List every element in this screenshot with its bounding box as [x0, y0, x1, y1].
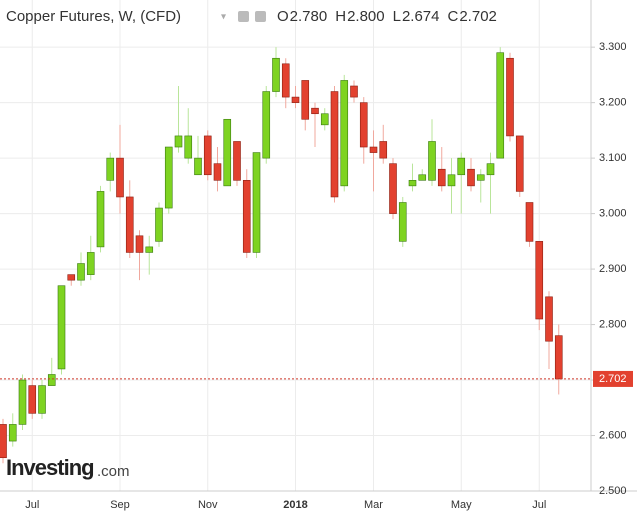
x-tick-label: Mar [364, 499, 383, 511]
candle-body [38, 385, 46, 414]
candle-body [252, 152, 261, 253]
x-tick-label: Sep [110, 499, 130, 511]
candle-body [164, 146, 173, 209]
candle-body [291, 96, 300, 103]
candle-body [77, 263, 85, 281]
candle-body [272, 57, 280, 92]
logo: Investing [6, 455, 94, 480]
candle-body [554, 335, 563, 380]
candle-body [106, 157, 115, 181]
ohlc-label: L [393, 8, 401, 25]
candle-body [86, 252, 95, 275]
candle-body [125, 196, 134, 253]
candle-body [389, 163, 397, 214]
candle-body [428, 141, 436, 181]
candle-body [369, 146, 378, 153]
candle-body [467, 168, 475, 187]
candle-body [0, 424, 7, 459]
header: Copper Futures, W, (CFD) ▾ [6, 8, 266, 25]
last-price-label: 2.702 [599, 373, 627, 385]
candle-body [398, 202, 407, 242]
candle-body [281, 63, 290, 98]
candle-body [506, 57, 514, 137]
candle-body [340, 80, 349, 187]
settings-icon[interactable] [255, 11, 266, 22]
candle-body [301, 80, 310, 120]
candle-body [457, 157, 466, 176]
candle-body [28, 385, 37, 414]
candle-body [213, 163, 222, 181]
candle-body [486, 163, 495, 176]
candle-body [57, 285, 66, 370]
y-tick-label: 2.800 [599, 318, 627, 330]
candle-body [155, 207, 163, 242]
ohlc-value: 2.780 [290, 8, 328, 25]
candle-body [330, 91, 339, 198]
candle-body [67, 274, 76, 281]
candle-body [203, 135, 212, 176]
y-tick-label: 2.900 [599, 263, 627, 275]
x-tick-label: May [451, 499, 472, 511]
candle-body [135, 235, 144, 253]
candle-body [242, 180, 251, 253]
candle-body [359, 102, 368, 148]
settings-icon[interactable] [238, 11, 249, 22]
ohlc-value: 2.674 [402, 8, 440, 25]
ohlc-label: O [277, 8, 289, 25]
candle-body [184, 135, 193, 159]
candle-body [515, 135, 524, 192]
candle-body [47, 374, 56, 386]
candle-body [545, 296, 553, 342]
candle-body [496, 52, 505, 159]
candle-body [311, 107, 319, 115]
x-tick-label: 2018 [283, 499, 307, 511]
y-tick-label: 2.500 [599, 485, 627, 497]
dropdown-icon: ▾ [221, 12, 226, 23]
candle-body [525, 202, 534, 242]
y-tick-label: 3.300 [599, 41, 627, 53]
y-tick-label: 3.200 [599, 97, 627, 109]
candle-body [350, 85, 358, 98]
chart-title: Copper Futures, W, (CFD) [6, 8, 181, 25]
candle-body [174, 135, 183, 148]
candle-body [262, 91, 271, 159]
candle-body [379, 141, 388, 159]
ohlc-value: 2.702 [459, 8, 497, 25]
candle-body [418, 174, 427, 181]
candle-body [145, 246, 154, 253]
candle-body [437, 168, 446, 187]
candle-body [116, 157, 124, 198]
candle-body [233, 141, 241, 181]
candle-body [194, 157, 202, 176]
candle-body [18, 379, 27, 425]
candle-body [96, 191, 105, 248]
ohlc-value: 2.800 [347, 8, 385, 25]
candle-body [476, 174, 485, 181]
candle-body [408, 180, 417, 187]
candle-body [320, 113, 329, 126]
ohlc-label: H [335, 8, 346, 25]
y-tick-label: 3.000 [599, 208, 627, 220]
x-tick-label: Nov [198, 499, 218, 511]
candle-body [8, 424, 17, 442]
candle-body [223, 118, 232, 187]
logo-suffix: .com [97, 463, 130, 480]
candle-body [535, 241, 544, 320]
last-price-tag [593, 370, 633, 387]
ohlc-label: C [448, 8, 459, 25]
x-tick-label: Jul [532, 499, 546, 511]
plot [0, 0, 591, 492]
y-tick-label: 3.100 [599, 152, 627, 164]
x-tick-label: Jul [25, 499, 39, 511]
candle-body [447, 174, 456, 187]
y-tick-label: 2.600 [599, 429, 627, 441]
